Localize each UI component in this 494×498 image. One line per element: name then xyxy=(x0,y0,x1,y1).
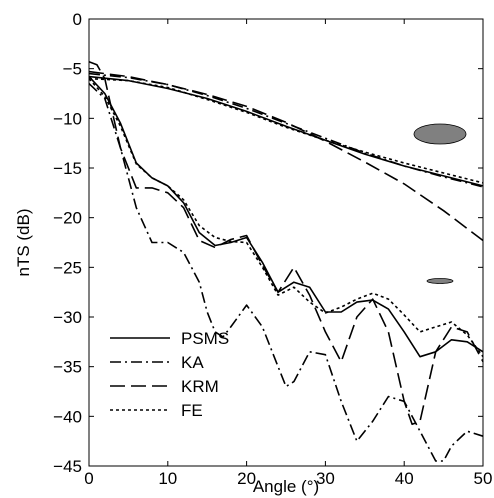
y-tick-label: −20 xyxy=(53,209,82,228)
x-axis-label: Angle (°) xyxy=(253,477,319,496)
series-line-fe-group-2 xyxy=(88,78,484,358)
series-line-krm-group-1 xyxy=(88,70,484,242)
legend-label-fe: FE xyxy=(181,401,203,420)
axis-ticks: 0 10 20 30 40 50 0 −5 −10 −15 −20 −25 −30 −35 −40 −45 xyxy=(53,10,492,488)
legend-label-ka: KA xyxy=(181,353,204,372)
x-tick-label: 0 xyxy=(84,469,93,488)
x-tick-label: 30 xyxy=(316,469,335,488)
y-tick-label: −10 xyxy=(53,109,82,128)
y-tick-label: −45 xyxy=(53,457,82,476)
y-tick-label: −25 xyxy=(53,258,82,277)
y-tick-label: −35 xyxy=(53,358,82,377)
x-tick-label: 20 xyxy=(237,469,256,488)
y-tick-label: −5 xyxy=(63,60,82,79)
x-tick-label: 50 xyxy=(474,469,493,488)
legend: PSMS KA KRM FE xyxy=(110,329,229,420)
x-tick-label: 10 xyxy=(158,469,177,488)
shape-markers xyxy=(413,123,467,284)
y-tick-label: 0 xyxy=(73,10,82,29)
series-lines xyxy=(88,60,484,462)
legend-label-krm: KRM xyxy=(181,377,219,396)
y-tick-label: −15 xyxy=(53,159,82,178)
series-line-krm-group-2 xyxy=(88,60,484,426)
series-line-ka-group-2 xyxy=(88,83,484,462)
legend-label-psms: PSMS xyxy=(181,329,229,348)
y-axis-label: nTS (dB) xyxy=(14,208,33,276)
plot-area-frame xyxy=(88,18,484,467)
thick-ellipse-marker xyxy=(413,123,467,145)
series-line-fe-group-1 xyxy=(88,77,484,184)
series-line-psms-group-2 xyxy=(88,76,484,358)
y-tick-label: −40 xyxy=(53,407,82,426)
x-tick-label: 40 xyxy=(395,469,414,488)
thin-ellipse-marker xyxy=(426,278,454,284)
y-tick-label: −30 xyxy=(53,308,82,327)
